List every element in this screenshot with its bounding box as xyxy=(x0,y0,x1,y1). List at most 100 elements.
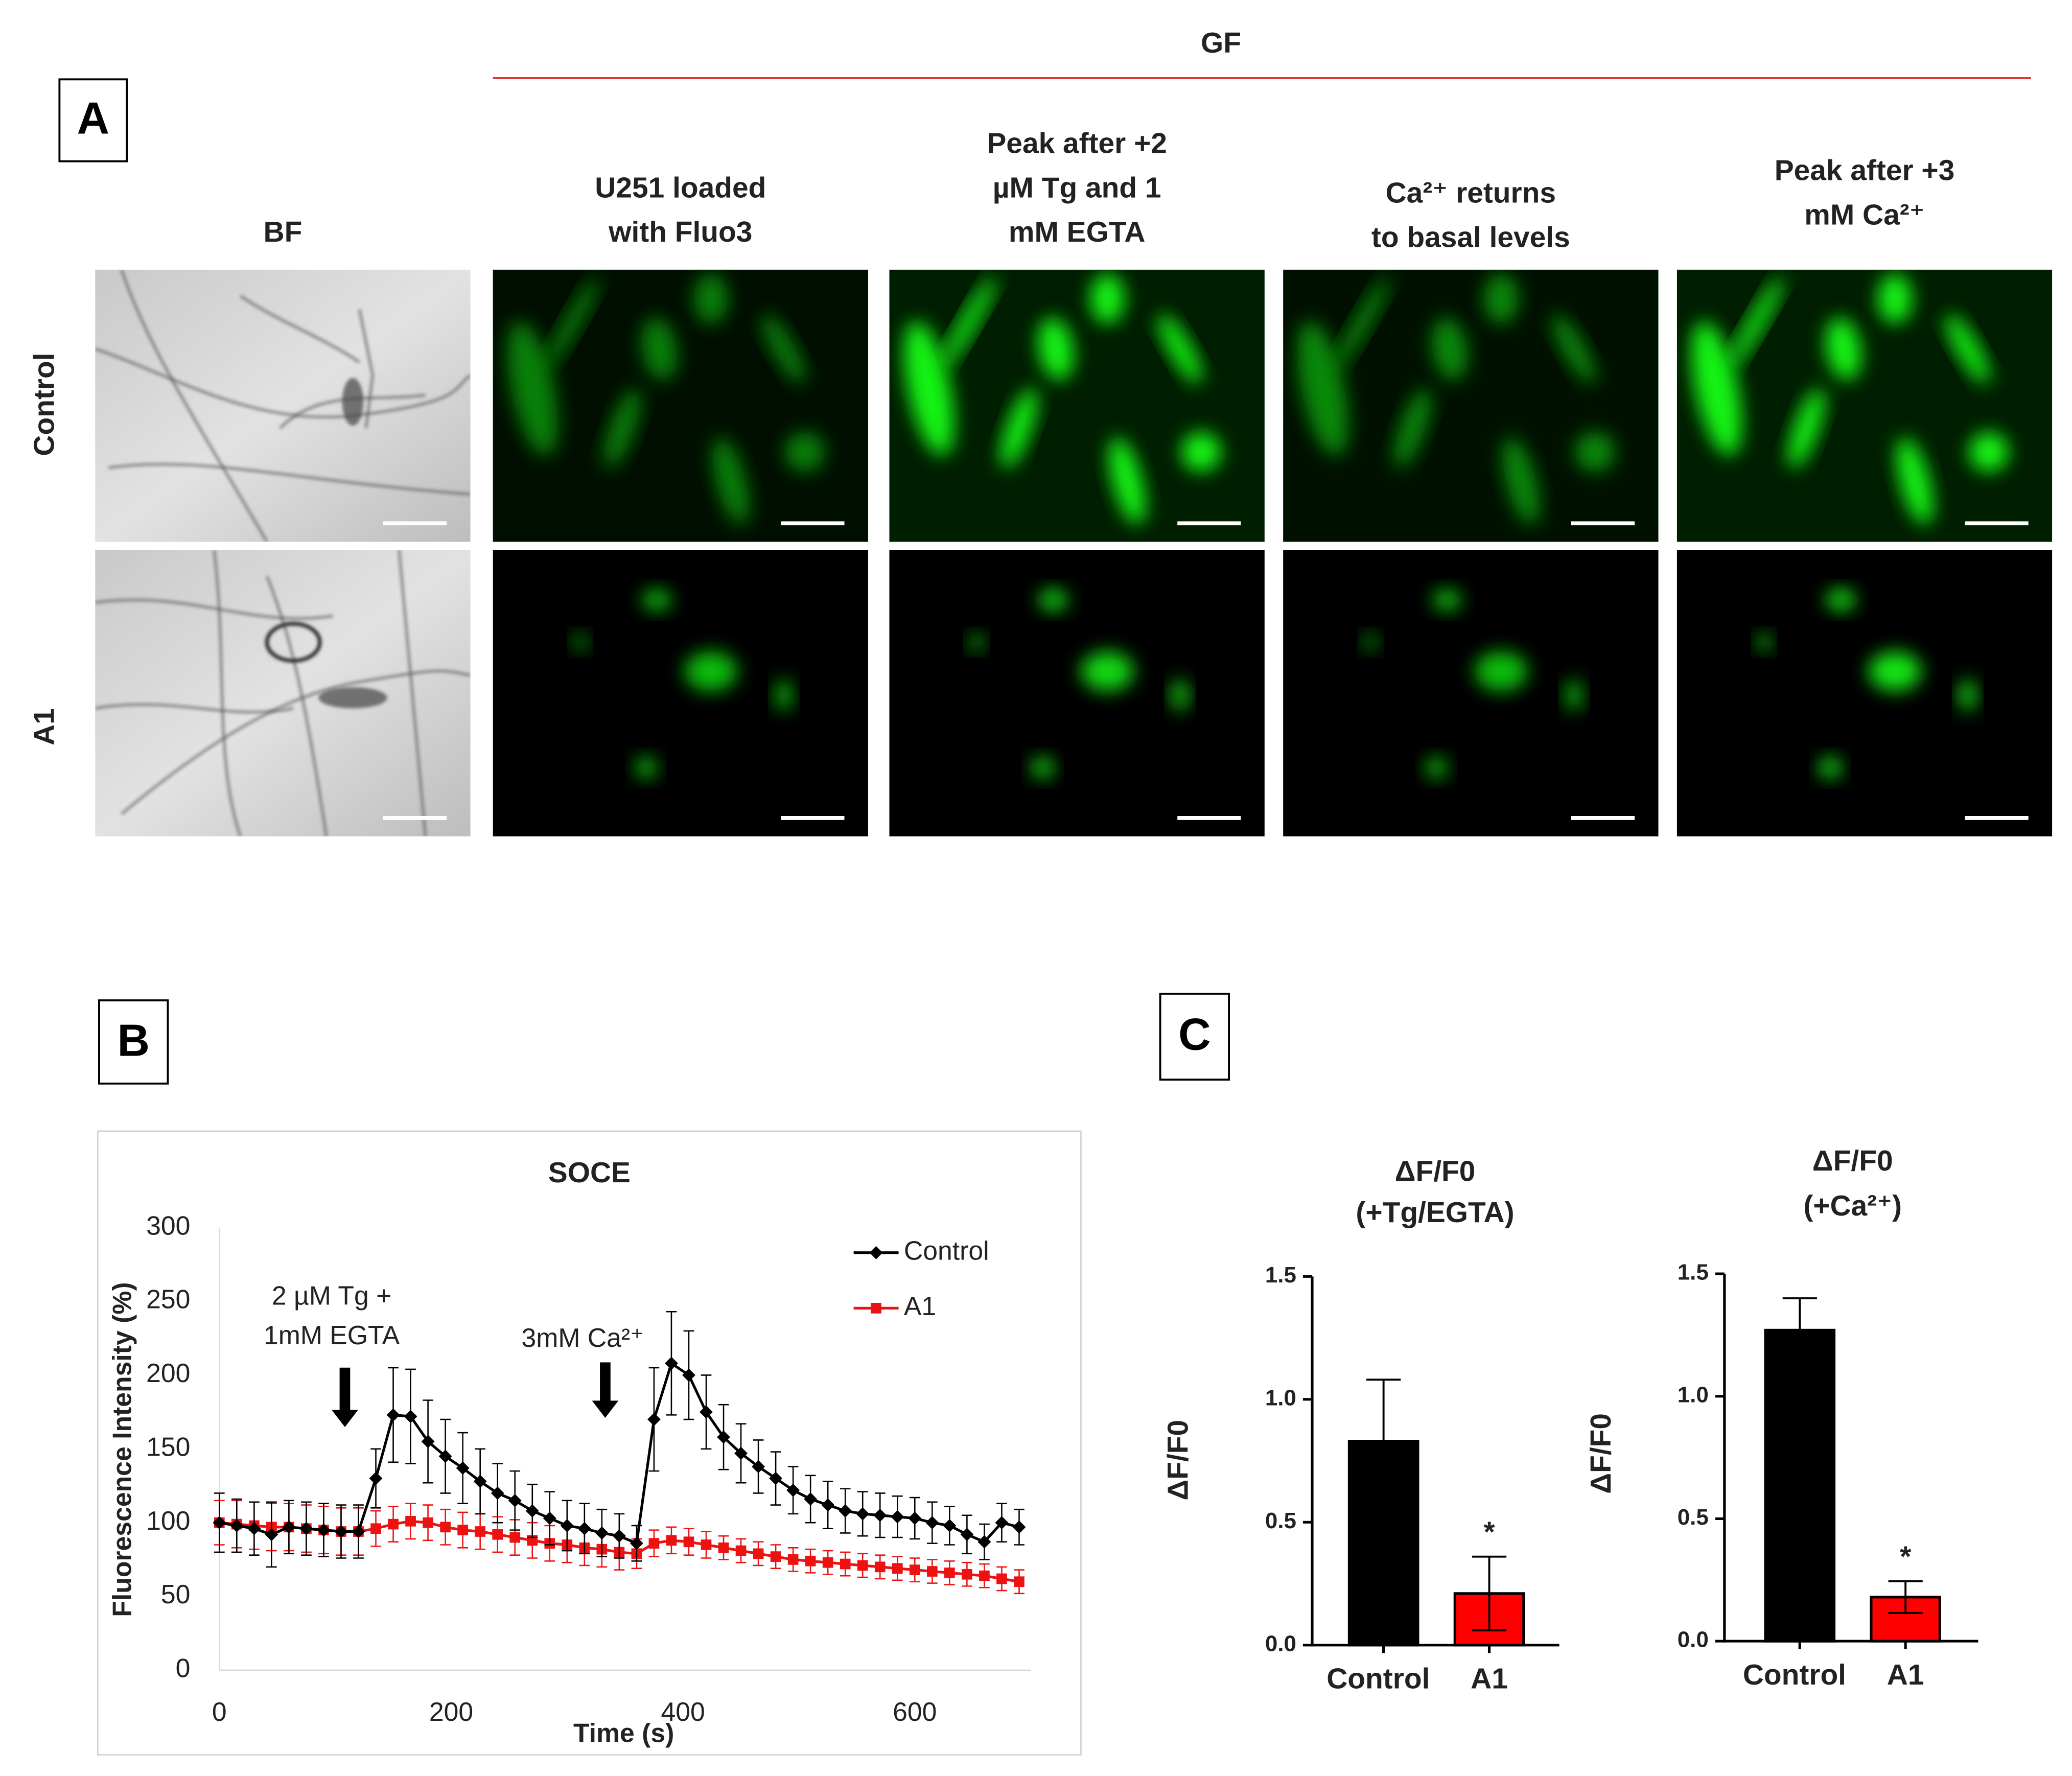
cell xyxy=(1335,276,1390,369)
fluorescence-image xyxy=(1677,549,2053,837)
data-point xyxy=(718,1542,729,1553)
x-tick-label: 600 xyxy=(893,1697,937,1726)
arrow-head xyxy=(332,1410,358,1428)
data-point xyxy=(456,1461,470,1475)
cell-process xyxy=(358,309,375,429)
cell xyxy=(1896,437,1933,525)
data-point xyxy=(213,1516,226,1530)
row-label: A1 xyxy=(28,708,61,745)
data-point xyxy=(612,1529,626,1543)
cell xyxy=(1038,317,1074,381)
cell xyxy=(641,317,678,381)
cell xyxy=(1960,679,1976,711)
annotation: 2 µM Tg + xyxy=(272,1280,391,1310)
data-point xyxy=(247,1522,261,1535)
data-point xyxy=(1012,1520,1026,1534)
data-point xyxy=(666,1535,677,1546)
data-point xyxy=(230,1519,244,1532)
cell xyxy=(1109,437,1146,525)
data-point xyxy=(873,1508,887,1522)
x-axis-label: Time (s) xyxy=(573,1718,674,1747)
data-point xyxy=(874,1561,886,1573)
cell xyxy=(1820,757,1841,779)
y-tick-label: 0 xyxy=(176,1653,191,1683)
panel-label-box xyxy=(98,999,169,1085)
data-point xyxy=(840,1558,851,1570)
data-point xyxy=(891,1510,904,1524)
panel-label: B xyxy=(117,1015,149,1065)
data-point xyxy=(944,1568,955,1578)
panel-label: C xyxy=(1178,1009,1210,1060)
cell xyxy=(1090,273,1125,324)
data-point xyxy=(701,1539,712,1550)
panel-label-box xyxy=(1159,992,1230,1081)
cell-process xyxy=(108,462,471,496)
data-point xyxy=(787,1554,799,1565)
y-tick-label: 150 xyxy=(146,1432,190,1461)
cell xyxy=(1081,651,1134,691)
cell-process xyxy=(213,549,242,837)
data-point xyxy=(770,1551,781,1562)
significance-label: * xyxy=(1900,1540,1912,1573)
panel-label: A xyxy=(77,92,109,143)
data-point xyxy=(457,1525,468,1535)
row-label: Control xyxy=(28,353,61,456)
data-point xyxy=(508,1493,522,1507)
cell-process xyxy=(240,295,360,364)
x-tick-label: A1 xyxy=(1887,1658,1924,1691)
micrograph xyxy=(493,269,869,542)
chart-title: SOCE xyxy=(548,1156,631,1189)
x-tick-label: 200 xyxy=(429,1697,473,1726)
data-point xyxy=(525,1504,539,1518)
y-tick-label: 1.0 xyxy=(1678,1382,1709,1407)
y-tick-label: 0.0 xyxy=(1265,1631,1296,1656)
data-point xyxy=(282,1520,296,1534)
cell xyxy=(1432,589,1462,611)
cell xyxy=(1426,757,1447,779)
data-point xyxy=(683,1536,694,1548)
micrograph xyxy=(493,549,869,837)
data-point xyxy=(821,1498,835,1512)
column-header: BF xyxy=(264,216,302,248)
fluorescence-image xyxy=(889,549,1265,837)
cell-process xyxy=(398,549,427,837)
annotation: 1mM EGTA xyxy=(264,1320,400,1350)
y-tick-label: 50 xyxy=(161,1579,191,1609)
cell xyxy=(1038,589,1068,611)
brightfield-image xyxy=(95,549,471,837)
fluorescence-image xyxy=(493,549,869,837)
data-point xyxy=(405,1515,416,1527)
column-header: U251 loaded xyxy=(595,171,766,204)
group-header: GF xyxy=(1201,27,1241,59)
data-point xyxy=(753,1548,764,1559)
cell xyxy=(1575,432,1615,472)
cell xyxy=(545,276,600,369)
y-tick-label: 300 xyxy=(146,1210,190,1240)
cell xyxy=(1826,589,1855,611)
cell xyxy=(1000,388,1037,469)
data-point xyxy=(630,1536,643,1550)
y-axis-label: ΔF/F0 xyxy=(1161,1420,1194,1501)
data-point xyxy=(856,1507,870,1521)
cell xyxy=(1484,273,1519,324)
data-point xyxy=(805,1555,816,1567)
cell-process xyxy=(121,669,471,815)
cell xyxy=(1969,432,2009,472)
cell-body xyxy=(318,687,387,709)
data-point xyxy=(857,1560,868,1571)
micrograph xyxy=(1283,269,1659,542)
micrograph xyxy=(1283,549,1659,837)
data-point xyxy=(421,1435,435,1448)
bar xyxy=(1764,1328,1836,1643)
y-tick-label: 100 xyxy=(146,1506,190,1535)
brightfield-image xyxy=(95,269,471,542)
significance-label: * xyxy=(1483,1516,1495,1549)
data-point xyxy=(926,1566,938,1577)
data-point xyxy=(440,1522,451,1533)
column-header: to basal levels xyxy=(1371,221,1570,253)
panel-label-box xyxy=(58,78,128,162)
data-point xyxy=(492,1529,503,1540)
cell xyxy=(1566,679,1582,711)
micrograph xyxy=(1677,549,2053,837)
cell xyxy=(1788,388,1825,469)
